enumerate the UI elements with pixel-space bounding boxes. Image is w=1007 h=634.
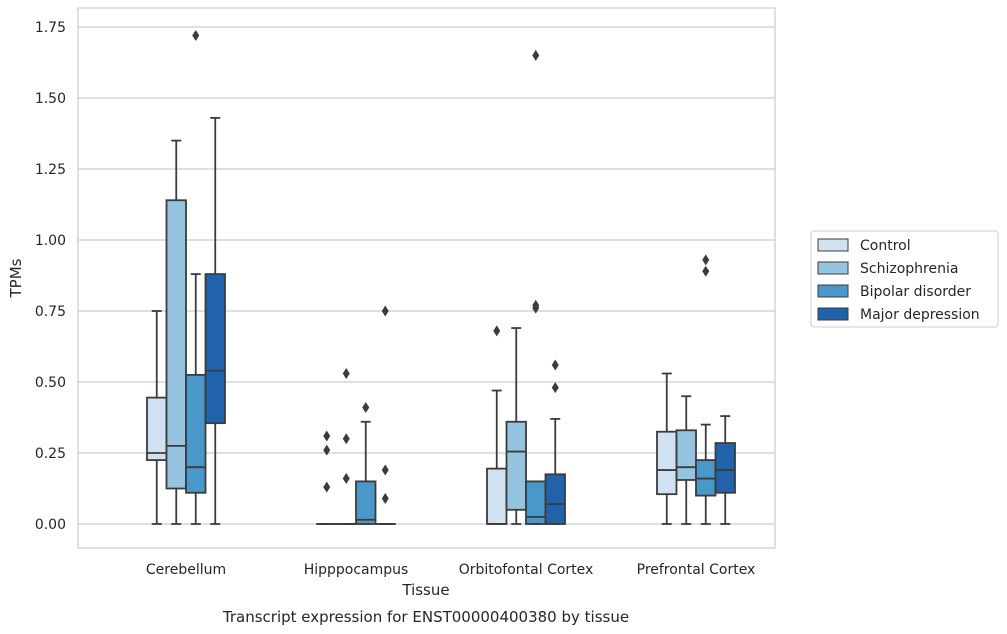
outlier-point [323,481,331,493]
x-tick-labels: Cerebellum Hipppocampus Orbitofontal Corte… [146,562,755,578]
legend-swatch [817,238,849,252]
outlier-point [702,265,710,277]
legend: Control Schizophrenia Bipolar disorder Majo… [810,230,999,328]
box [165,199,187,490]
box [185,373,207,494]
y-tick-label: 1.50 [35,91,66,107]
outlier-point [323,444,331,456]
legend-frame [810,230,999,328]
legend-swatch [817,261,849,275]
legend-swatch [817,284,849,298]
y-tick-label: 0.25 [35,446,66,462]
box [544,473,566,525]
x-tick-label: Cerebellum [146,562,226,578]
y-tick-label: 1.00 [35,233,66,249]
box [146,396,168,461]
legend-swatch [817,307,849,321]
outlier-point [702,254,710,266]
box-group [695,254,717,525]
box-group [146,310,168,525]
box-group [525,49,547,525]
y-tick-label: 0.00 [35,517,66,533]
outlier-point [342,367,350,379]
x-tick-label: Orbitofontal Cortex [459,562,594,578]
outlier-point [342,433,350,445]
box-group [505,327,527,525]
outlier-point [551,382,559,394]
outlier-point [192,30,200,42]
y-axis-title: TPMs [7,258,25,298]
box [355,480,377,525]
legend-label: Schizophrenia [860,261,958,277]
y-tick-label: 0.75 [35,304,66,320]
box-group [714,415,736,525]
outlier-point [551,359,559,371]
box-group [165,139,187,525]
box-series [146,30,736,525]
box [486,467,508,525]
legend-label: Control [860,238,911,254]
box [714,442,736,494]
outlier-point [532,299,540,311]
box-group [486,325,508,525]
box-group [544,359,566,525]
box-group [204,116,226,525]
box [505,420,527,511]
legend-label: Major depression [860,307,980,323]
y-tick-label: 1.75 [35,20,66,36]
box [675,429,697,481]
x-tick-label: Hipppocampus [304,562,409,578]
y-tick-label: 1.25 [35,162,66,178]
box-group [374,305,396,525]
plot-frame [77,7,776,549]
box-group [335,367,357,525]
y-tick-labels: 0.00 0.25 0.50 0.75 1.00 1.25 1.50 1.75 [35,20,66,533]
x-tick-label: Prefrontal Cortex [637,562,756,578]
legend-label: Bipolar disorder [860,284,971,300]
box [204,273,226,425]
x-axis-title: Tissue [401,581,449,599]
outlier-point [362,402,370,414]
y-tick-label: 0.50 [35,375,66,391]
outlier-point [381,492,389,504]
box [656,430,678,496]
box-group [355,402,377,525]
chart-caption: Transcript expression for ENST0000040038… [222,608,629,626]
outlier-point [532,49,540,61]
box-group [316,430,338,525]
box-group [675,395,697,525]
outlier-point [323,430,331,442]
box-group [185,30,207,525]
outlier-point [342,473,350,485]
outlier-point [381,464,389,476]
outlier-point [493,325,501,337]
legend-items: Control Schizophrenia Bipolar disorder Majo… [817,238,980,323]
outlier-point [381,305,389,317]
box-group [656,372,678,525]
